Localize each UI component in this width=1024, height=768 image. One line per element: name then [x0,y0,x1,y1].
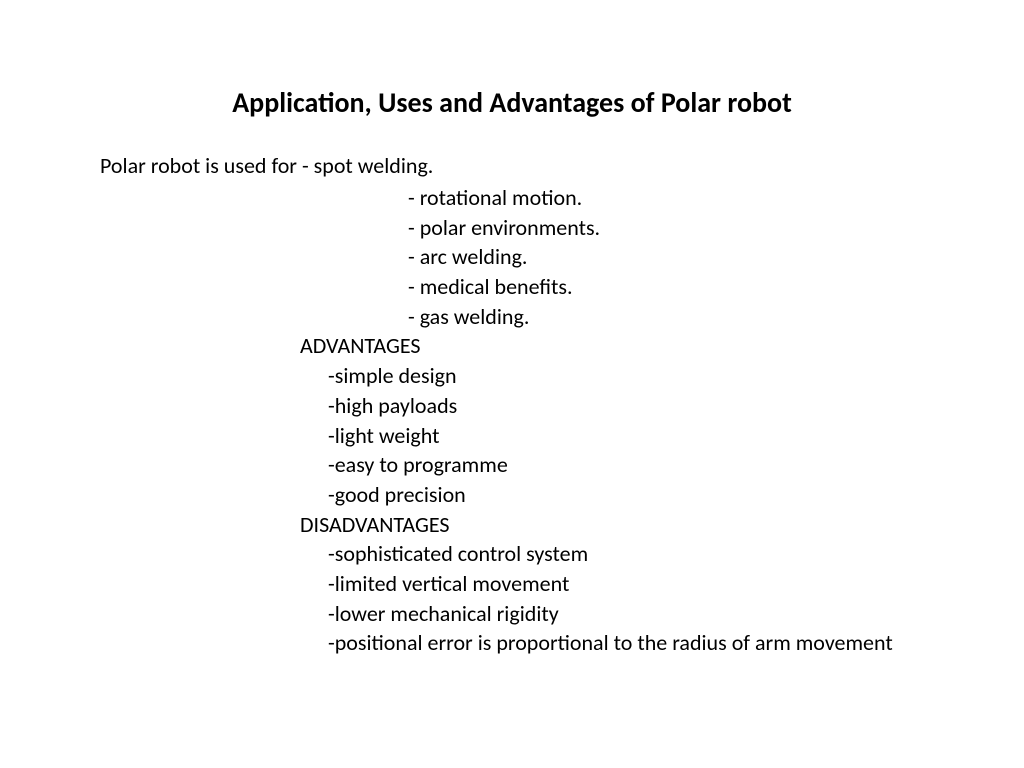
use-item: - gas welding. [100,302,924,332]
disadvantage-item: -positional error is proportional to the… [100,628,924,658]
use-item: - medical benefits. [100,272,924,302]
use-item: - rotational motion. [100,183,924,213]
disadvantage-item: -lower mechanical rigidity [100,599,924,629]
slide-title: Application, Uses and Advantages of Pola… [100,85,924,120]
advantage-item: -easy to programme [100,450,924,480]
disadvantage-item: -sophisticated control system [100,539,924,569]
advantage-item: -simple design [100,361,924,391]
intro-line: Polar robot is used for - spot welding. [100,152,924,179]
advantages-heading: ADVANTAGES [100,331,924,361]
disadvantages-heading: DISADVANTAGES [100,510,924,540]
advantage-item: -good precision [100,480,924,510]
use-item: - arc welding. [100,242,924,272]
advantage-item: -light weight [100,421,924,451]
use-item: - polar environments. [100,213,924,243]
disadvantage-item: -limited vertical movement [100,569,924,599]
slide: Application, Uses and Advantages of Pola… [0,0,1024,658]
advantage-item: -high payloads [100,391,924,421]
